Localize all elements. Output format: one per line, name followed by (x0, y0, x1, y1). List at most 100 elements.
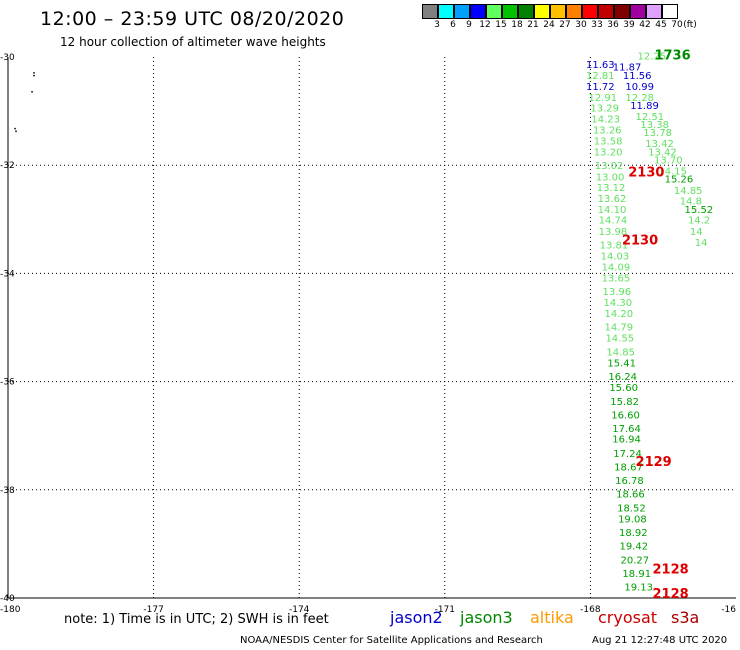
wave-height-label: 13.00 (596, 172, 625, 183)
wave-height-label: 12.25 (637, 52, 666, 63)
wave-height-label: 14.03 (601, 251, 630, 262)
scale-label: 6 (450, 20, 456, 30)
y-tick-label: -32 (0, 161, 15, 171)
scale-swatch (502, 4, 518, 19)
scale-swatch (566, 4, 582, 19)
wave-height-label: 19.08 (618, 514, 647, 525)
x-tick-label: -171 (435, 605, 455, 615)
land-speck (15, 130, 17, 133)
pass-time-label: 2130 (628, 166, 664, 181)
y-tick-label: -38 (0, 486, 15, 496)
page-subtitle: 12 hour collection of altimeter wave hei… (60, 35, 326, 49)
wave-height-label: 14.23 (591, 114, 620, 125)
satellite-legend-jason3: jason3 (460, 608, 513, 627)
x-tick-label: -177 (143, 605, 163, 615)
scale-swatch (534, 4, 550, 19)
wave-height-label: 14.09 (602, 263, 631, 274)
wave-height-label: 13.12 (597, 183, 626, 194)
wave-height-label: 14.74 (599, 216, 628, 227)
wave-height-label: 18.67 (614, 462, 643, 473)
satellite-legend-s3a: s3a (671, 608, 700, 627)
page-title: 12:00 – 23:59 UTC 08/20/2020 (40, 8, 345, 30)
wave-height-label: 15.52 (685, 205, 714, 216)
scale-swatch (454, 4, 470, 19)
wave-height-label: 12.81 (586, 71, 615, 82)
scale-swatch (470, 4, 486, 19)
wave-height-label: 10.99 (625, 82, 654, 93)
wave-height-label: 13.02 (595, 161, 624, 172)
timestamp-text: Aug 21 12:27:48 UTC 2020 (592, 635, 728, 646)
wave-height-label: 14.8 (680, 197, 702, 208)
wave-height-label: 17.64 (612, 424, 641, 435)
wave-height-label: 12.51 (636, 112, 665, 123)
wave-height-label: 14.20 (604, 309, 633, 320)
wave-height-label: 17.24 (613, 449, 642, 460)
scale-swatch (630, 4, 646, 19)
scale-label: 36 (607, 20, 619, 30)
wave-height-label: 16.60 (611, 410, 640, 421)
wave-height-label: 11.56 (623, 71, 652, 82)
scale-swatch (598, 4, 614, 19)
wave-height-label: 13.96 (603, 287, 632, 298)
wave-height-label: 13.42 (645, 139, 674, 150)
scale-swatch (662, 4, 678, 19)
wave-height-label: 13.65 (602, 274, 631, 285)
wave-height-label: 15.60 (609, 383, 638, 394)
land-speck (33, 74, 35, 77)
x-tick-label: -174 (289, 605, 310, 615)
wave-height-label: 14.30 (604, 298, 633, 309)
scale-swatch (582, 4, 598, 19)
wave-height-label: 15.82 (610, 397, 639, 408)
wave-height-label: 19.42 (620, 541, 649, 552)
wave-height-label: 13.81 (600, 241, 629, 252)
wave-height-label: 18.66 (616, 489, 645, 500)
wave-height-label: 15.26 (665, 175, 694, 186)
land-speck (14, 127, 16, 130)
y-tick-label: -40 (0, 594, 15, 604)
wave-height-label: 19.13 (624, 582, 653, 593)
wave-height-label: 13.78 (643, 128, 672, 139)
wave-height-label: 11.87 (613, 63, 642, 74)
wave-height-label: 14.2 (688, 216, 710, 227)
wave-height-label: 14 (690, 227, 703, 238)
pass-time-label: 2129 (636, 455, 672, 470)
land-speck (33, 72, 35, 74)
wave-height-label: 13.42 (648, 147, 677, 158)
scale-label: 15 (495, 20, 507, 30)
satellite-legend-jason2: jason2 (390, 608, 443, 627)
pass-time-label: 2130 (622, 234, 658, 249)
scale-swatch (550, 4, 566, 19)
scale-label: 45 (655, 20, 667, 30)
y-tick-label: -30 (0, 53, 15, 63)
units-note: note: 1) Time is in UTC; 2) SWH is in fe… (64, 612, 329, 627)
scale-label: 70 (671, 20, 683, 30)
scale-label: 18 (511, 20, 523, 30)
scale-label: 3 (434, 20, 440, 30)
wave-height-label: 14.85 (674, 186, 703, 197)
scale-label: 33 (591, 20, 603, 30)
wave-height-label: 18.92 (619, 528, 648, 539)
wave-height-label: 13.38 (640, 120, 669, 131)
scale-label: 30 (575, 20, 587, 30)
scale-swatch (646, 4, 662, 19)
scale-swatch (438, 4, 454, 19)
satellite-legend-cryosat: cryosat (598, 608, 658, 627)
wave-height-label: 11.63 (586, 60, 615, 71)
scale-label: 9 (466, 20, 472, 30)
wave-height-label: 11.89 (630, 101, 659, 112)
y-tick-label: -36 (0, 378, 15, 388)
wave-height-label: 18.52 (617, 503, 646, 514)
wave-height-label: 12.28 (625, 93, 654, 104)
pass-time-label: 1736 (654, 49, 690, 64)
scale-swatch (518, 4, 534, 19)
wave-height-label: 15.41 (607, 358, 636, 369)
wave-height-label: 14.55 (605, 334, 634, 345)
scale-swatch (422, 4, 438, 19)
wave-height-label: 13.20 (594, 147, 623, 158)
scale-unit-label: (ft) (683, 20, 697, 30)
wave-height-label: 11.72 (586, 82, 615, 93)
x-tick-label: -168 (580, 605, 601, 615)
wave-height-label: 13.70 (654, 156, 683, 167)
